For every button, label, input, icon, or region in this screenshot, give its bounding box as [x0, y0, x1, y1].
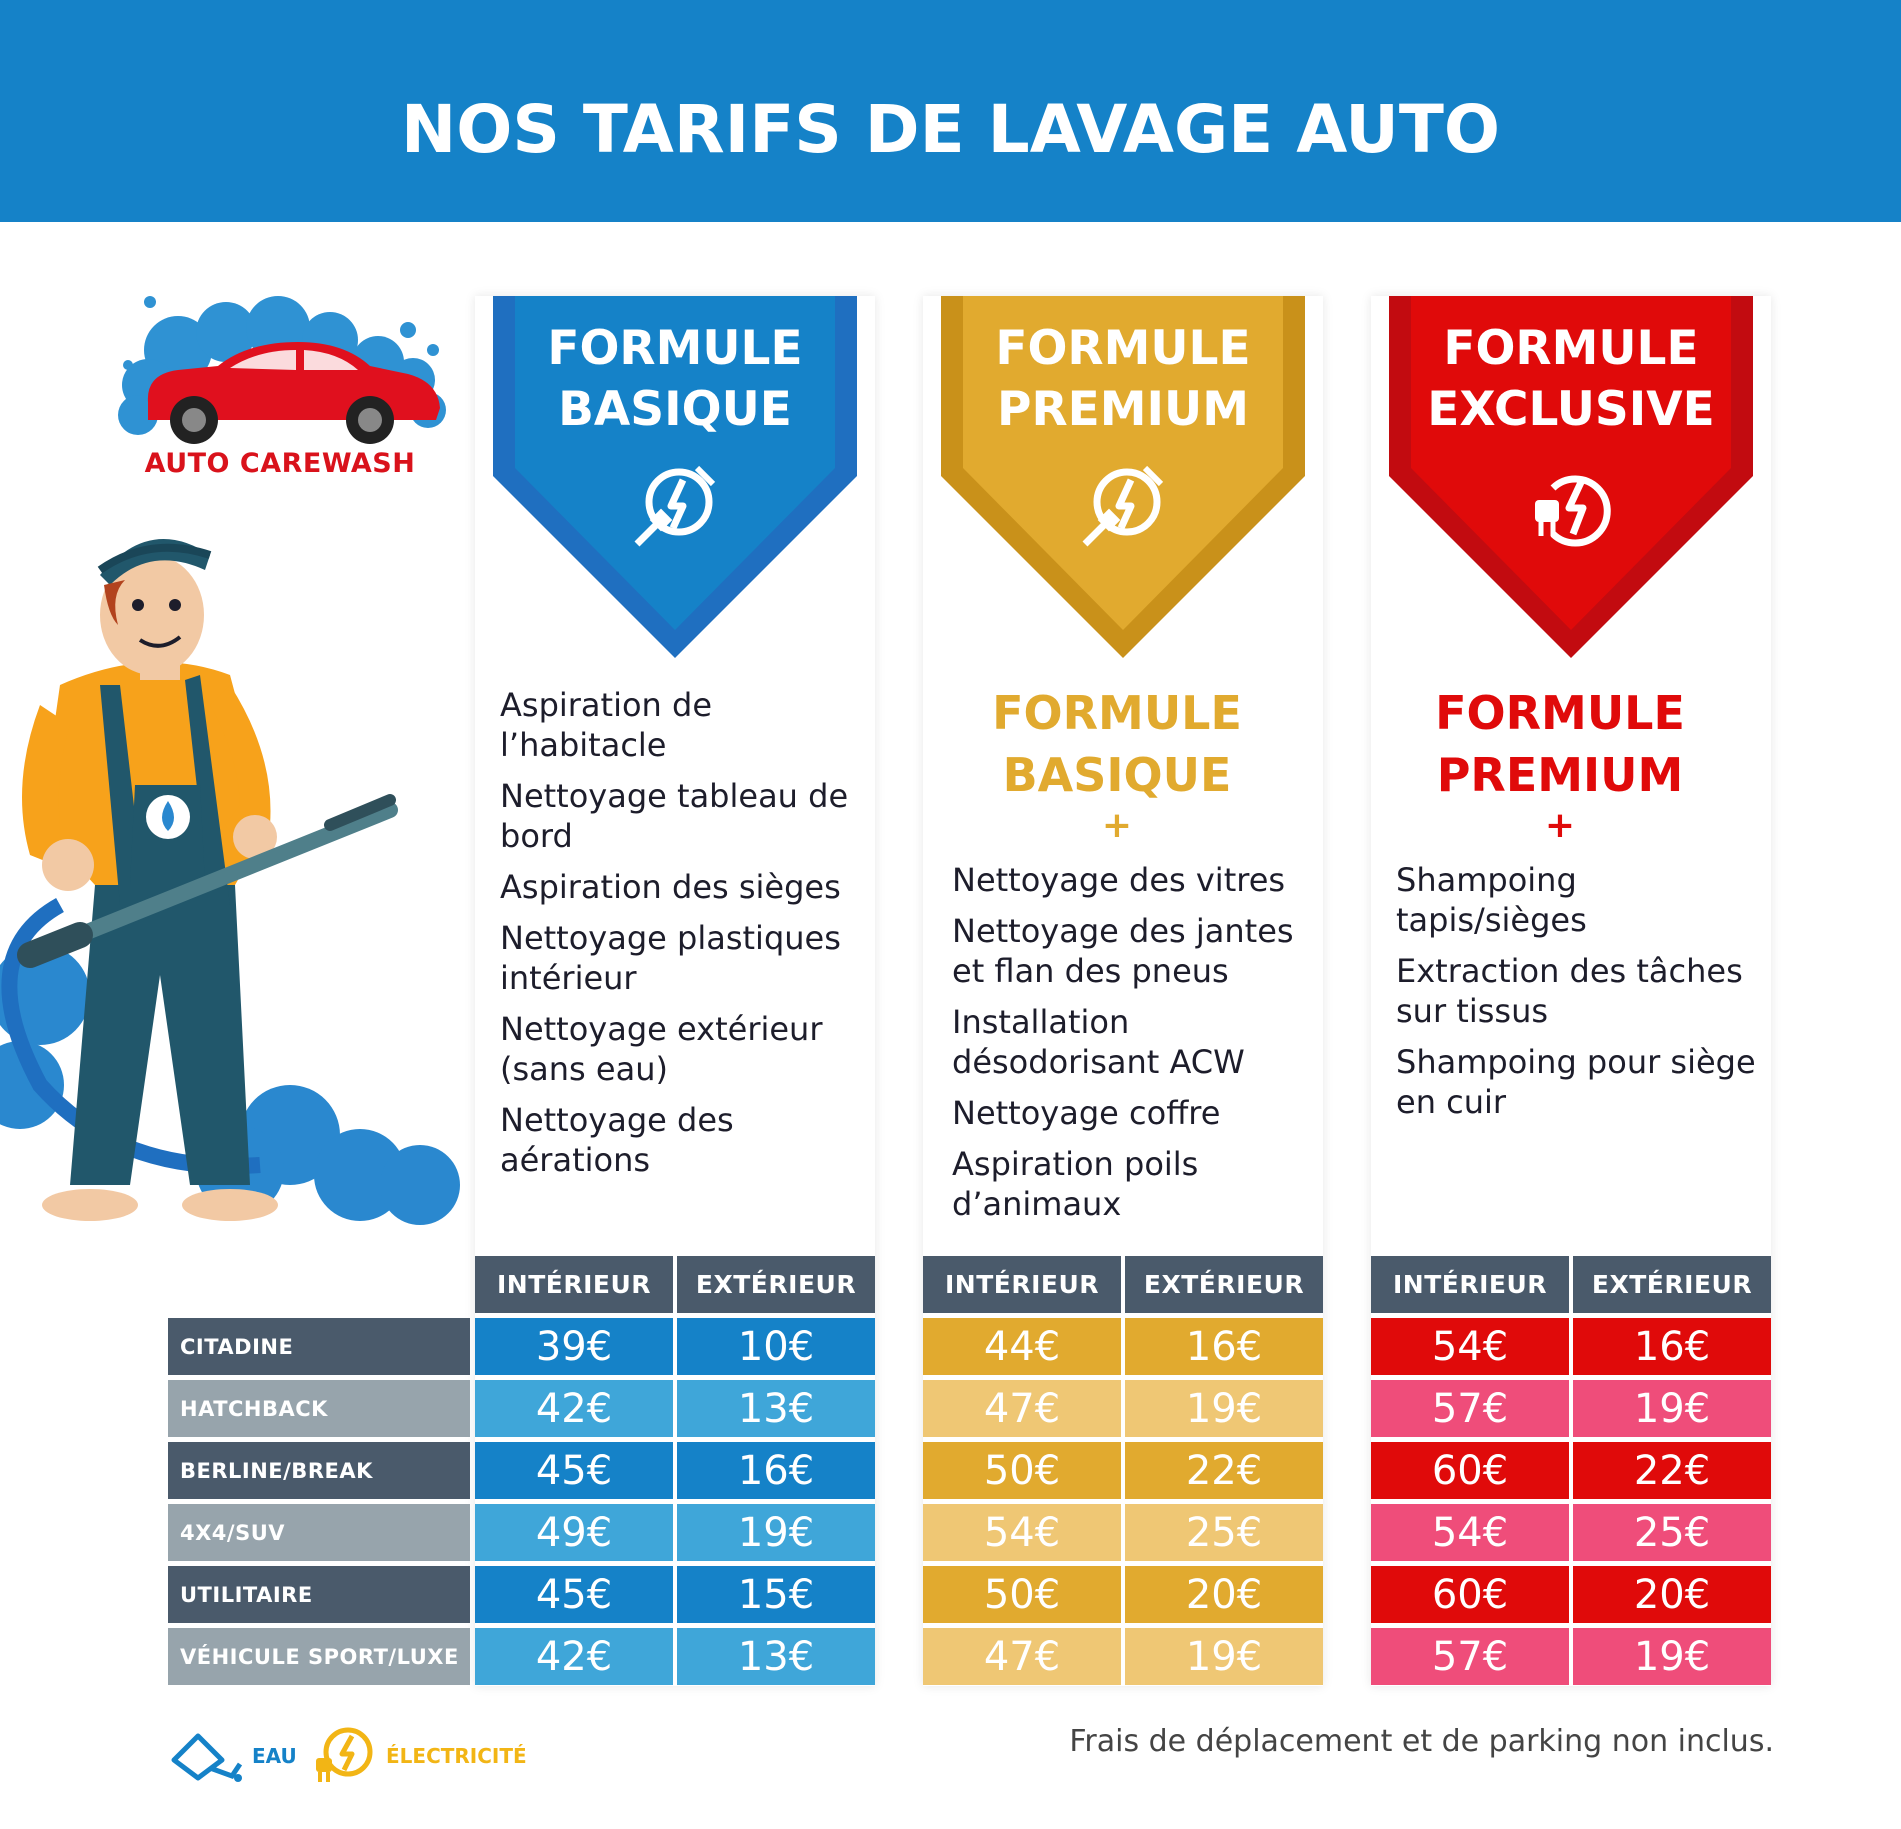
- price-cell: 60€: [1371, 1566, 1569, 1623]
- price-cell: 13€: [677, 1628, 875, 1685]
- col-header-interieur: INTÉRIEUR: [923, 1256, 1121, 1313]
- price-cell: 57€: [1371, 1380, 1569, 1437]
- feature-item: Shampoing tapis/sièges: [1396, 861, 1587, 939]
- col-header-interieur: INTÉRIEUR: [1371, 1256, 1569, 1313]
- formule-exclusive-title: FORMULE EXCLUSIVE: [1427, 321, 1715, 437]
- feature-item: Nettoyage tableau de bord: [500, 777, 849, 855]
- price-cell: 42€: [475, 1380, 673, 1437]
- row-label: UTILITAIRE: [168, 1566, 470, 1623]
- features-exclusive: Shampoing tapis/sièges Extraction des tâ…: [1396, 860, 1756, 1133]
- feature-item: Nettoyage des vitres: [952, 861, 1286, 899]
- price-cell: 42€: [475, 1628, 673, 1685]
- plus-sign: +: [1101, 805, 1133, 846]
- row-label: VÉHICULE SPORT/LUXE: [168, 1628, 470, 1685]
- feature-item: Aspiration des sièges: [500, 868, 841, 906]
- feature-item: Extraction des tâches sur tissus: [1396, 952, 1743, 1030]
- eau-electricite-icon: [634, 465, 716, 547]
- price-cell: 25€: [1573, 1504, 1771, 1561]
- shield-basique: [493, 296, 857, 658]
- price-cell: 50€: [923, 1566, 1121, 1623]
- price-cell: 54€: [1371, 1318, 1569, 1375]
- eau-electricite-icon: [1082, 465, 1164, 547]
- eau-icon: [171, 1733, 243, 1782]
- row-label: HATCHBACK: [168, 1380, 470, 1437]
- includes-basique-title: FORMULE BASIQUE: [992, 686, 1242, 802]
- price-cell: 45€: [475, 1566, 673, 1623]
- col-header-exterieur: EXTÉRIEUR: [1125, 1256, 1323, 1313]
- price-cell: 47€: [923, 1628, 1121, 1685]
- page-title: NOS TARIFS DE LAVAGE AUTO: [401, 90, 1500, 168]
- price-cell: 60€: [1371, 1442, 1569, 1499]
- price-cell: 19€: [1125, 1380, 1323, 1437]
- col-header-exterieur: EXTÉRIEUR: [1573, 1256, 1771, 1313]
- shield-premium: [941, 296, 1305, 658]
- price-cell: 45€: [475, 1442, 673, 1499]
- feature-item: Aspiration poils d’animaux: [952, 1145, 1199, 1223]
- price-cell: 49€: [475, 1504, 673, 1561]
- price-cell: 54€: [1371, 1504, 1569, 1561]
- header-banner: [0, 0, 1901, 222]
- price-cell: 57€: [1371, 1628, 1569, 1685]
- price-cell: 54€: [923, 1504, 1121, 1561]
- price-cell: 19€: [1573, 1628, 1771, 1685]
- brand-name: AUTO CAREWASH: [144, 448, 416, 479]
- price-cell: 16€: [677, 1442, 875, 1499]
- car-washer-mascot: [0, 539, 460, 1225]
- feature-item: Shampoing pour siège en cuir: [1396, 1043, 1756, 1121]
- price-cell: 39€: [475, 1318, 673, 1375]
- row-label: 4X4/SUV: [168, 1504, 470, 1561]
- footnote: Frais de déplacement et de parking non i…: [1069, 1724, 1774, 1759]
- electricite-icon: [316, 1727, 373, 1782]
- formule-basique-title: FORMULE BASIQUE: [547, 321, 803, 437]
- row-label: BERLINE/BREAK: [168, 1442, 470, 1499]
- feature-item: Nettoyage plastiques intérieur: [500, 919, 841, 997]
- price-cell: 50€: [923, 1442, 1121, 1499]
- electricite-icon: [1535, 475, 1611, 547]
- price-cell: 10€: [677, 1318, 875, 1375]
- feature-item: Nettoyage coffre: [952, 1094, 1221, 1132]
- feature-item: Nettoyage des jantes et flan des pneus: [952, 912, 1294, 990]
- price-cell: 19€: [677, 1504, 875, 1561]
- price-cell: 16€: [1125, 1318, 1323, 1375]
- legend-eau: EAU: [252, 1744, 297, 1768]
- price-cell: 25€: [1125, 1504, 1323, 1561]
- col-header-interieur: INTÉRIEUR: [475, 1256, 673, 1313]
- price-cell: 44€: [923, 1318, 1121, 1375]
- price-cell: 47€: [923, 1380, 1121, 1437]
- features-premium: Nettoyage des vitres Nettoyage des jante…: [952, 860, 1322, 1235]
- price-cell: 20€: [1125, 1566, 1323, 1623]
- includes-premium-title: FORMULE PREMIUM: [1435, 686, 1685, 802]
- col-header-exterieur: EXTÉRIEUR: [677, 1256, 875, 1313]
- row-label: CITADINE: [168, 1318, 470, 1375]
- price-cell: 19€: [1573, 1380, 1771, 1437]
- price-cell: 16€: [1573, 1318, 1771, 1375]
- price-cell: 19€: [1125, 1628, 1323, 1685]
- price-cell: 15€: [677, 1566, 875, 1623]
- carewash-logo: [118, 296, 446, 444]
- formule-premium-title: FORMULE PREMIUM: [995, 321, 1251, 437]
- price-cell: 20€: [1573, 1566, 1771, 1623]
- feature-item: Nettoyage des aérations: [500, 1101, 734, 1179]
- legend-electricite: ÉLECTRICITÉ: [386, 1744, 527, 1768]
- price-cell: 22€: [1125, 1442, 1323, 1499]
- plus-sign: +: [1544, 805, 1576, 846]
- features-basique: Aspiration de l’habitacle Nettoyage tabl…: [500, 685, 880, 1191]
- price-cell: 22€: [1573, 1442, 1771, 1499]
- price-cell: 13€: [677, 1380, 875, 1437]
- feature-item: Aspiration de l’habitacle: [500, 686, 712, 764]
- feature-item: Nettoyage extérieur (sans eau): [500, 1010, 823, 1088]
- feature-item: Installation désodorisant ACW: [952, 1003, 1245, 1081]
